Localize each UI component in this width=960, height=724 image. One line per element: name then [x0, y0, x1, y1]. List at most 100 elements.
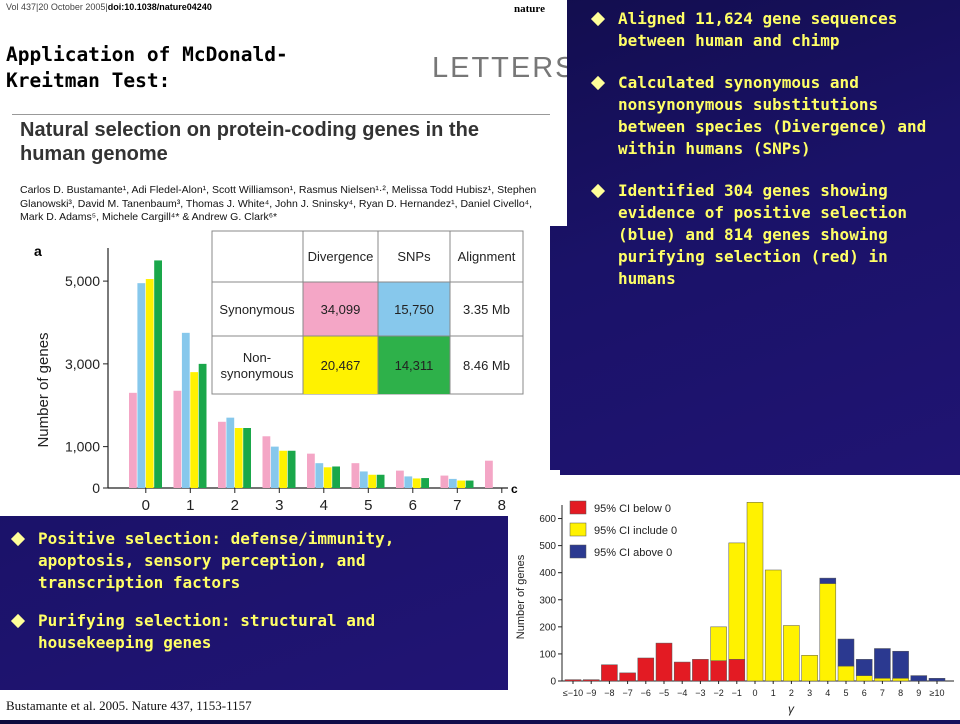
- x-tick-label: 8: [898, 688, 903, 698]
- stacked-bar-segment: [874, 648, 891, 679]
- diamond-bullet-icon: [590, 75, 605, 90]
- bar: [234, 428, 243, 488]
- figure-c-yticks: 0 100 200 300 400 500 600: [539, 514, 562, 688]
- stacked-bar-segment: [710, 626, 727, 661]
- bar: [226, 417, 235, 488]
- x-tick-label: 4: [320, 497, 328, 514]
- x-tick-label: −9: [586, 688, 596, 698]
- bar: [315, 463, 324, 488]
- figure-c-xlabel: γ: [788, 702, 795, 716]
- stacked-bar-segment: [892, 678, 909, 682]
- y-tick-label: 5,000: [65, 273, 100, 289]
- figure-a-ylabel: Number of genes: [35, 332, 52, 447]
- bar: [218, 421, 226, 488]
- table-cell: 14,311: [395, 358, 434, 373]
- stacked-bar-segment: [910, 675, 928, 682]
- figure-c-xticks: ≤−10 −9 −8 −7 −6 −5 −4 −3 −2 −1 0 1 2 3 4 5 6 7 8 9 ≥10: [563, 681, 945, 698]
- stacked-bar-segment: [673, 661, 691, 682]
- stacked-bar-segment: [582, 679, 600, 682]
- bar: [198, 363, 207, 488]
- stacked-bar-segment: [837, 638, 855, 667]
- citation: Bustamante et al. 2005. Nature 437, 1153…: [6, 698, 252, 713]
- table-cell-fill: [378, 282, 450, 336]
- bar: [485, 460, 493, 488]
- bullet-text: Aligned 11,624 gene sequences between hu…: [618, 9, 898, 50]
- bullet-item: Positive selection: defense/immunity, ap…: [4, 528, 484, 594]
- citation-strip: [0, 690, 508, 720]
- x-tick-label: 7: [880, 688, 885, 698]
- bar: [440, 475, 449, 488]
- figure-c-ylabel: Number of genes: [515, 554, 527, 639]
- x-tick-label: −7: [622, 688, 632, 698]
- x-tick-label: −6: [641, 688, 651, 698]
- bar: [368, 474, 377, 488]
- x-tick-label: 1: [186, 497, 194, 514]
- journal-line: Vol 437|20 October 2005|doi:10.1038/natu…: [6, 2, 212, 12]
- stacked-bar-segment: [692, 659, 709, 682]
- x-tick-label: 5: [364, 497, 372, 514]
- paper-authors: Carlos D. Bustamante¹, Adi Fledel-Alon¹,…: [20, 184, 537, 223]
- paper-title: Natural selection on protein-coding gene…: [20, 119, 479, 165]
- nature-logo: nature: [514, 3, 545, 15]
- x-tick-label: −5: [659, 688, 669, 698]
- header-rule: [12, 114, 550, 115]
- y-tick-label: 3,000: [65, 356, 100, 372]
- stacked-bar-segment: [710, 660, 727, 682]
- legend-label: 95% CI below 0: [594, 503, 671, 515]
- bullet-text: Calculated synonymous and nonsynonymous …: [618, 73, 927, 158]
- stacked-bar-segment: [928, 678, 946, 682]
- bar: [243, 428, 251, 488]
- legend-swatch: [569, 522, 587, 537]
- x-tick-label: −1: [732, 688, 742, 698]
- x-tick-label: 8: [498, 497, 506, 514]
- x-tick-label: −2: [713, 688, 723, 698]
- figure-a-xticks: 0 1 2 3 4 5 6 7 8: [142, 488, 506, 514]
- bullet-text: Positive selection: defense/immunity, ap…: [38, 529, 395, 592]
- legend-swatch: [569, 500, 587, 515]
- x-tick-label: −8: [604, 688, 614, 698]
- right-bullet-list: Aligned 11,624 gene sequences between hu…: [584, 8, 946, 310]
- panel-label-c: c: [511, 482, 518, 496]
- x-tick-label: ≤−10: [563, 688, 583, 698]
- y-tick-label: 0: [92, 480, 100, 496]
- x-tick-label: 4: [825, 688, 830, 698]
- figure-c-chart: c Number of genes γ 0100200300400500600 …: [511, 482, 954, 716]
- legend-label: 95% CI above 0: [594, 547, 672, 559]
- table-cell-fill: [303, 336, 378, 394]
- bullet-item: Purifying selection: structural and hous…: [4, 610, 484, 654]
- bar: [412, 478, 421, 488]
- y-tick-label: 500: [539, 541, 556, 552]
- x-tick-label: 0: [752, 688, 757, 698]
- bar: [307, 453, 315, 488]
- x-tick-label: −3: [695, 688, 705, 698]
- stacked-bar-segment: [819, 577, 837, 584]
- bar: [332, 466, 340, 488]
- y-tick-label: 0: [550, 677, 556, 688]
- stacked-bar-segment: [746, 502, 764, 682]
- x-tick-label: 2: [231, 497, 239, 514]
- bar: [404, 476, 413, 488]
- bullet-item: Calculated synonymous and nonsynonymous …: [584, 72, 946, 160]
- table-row-label: Non-synonymous: [221, 350, 294, 381]
- bullet-text: Purifying selection: structural and hous…: [38, 611, 376, 652]
- stacked-bar-segment: [837, 665, 855, 682]
- figure-a-table: Divergence SNPs Alignment Synonymous 34,099 1…: [211, 230, 524, 395]
- table-header: Alignment: [458, 249, 516, 264]
- stacked-bar-segment: [637, 657, 655, 682]
- bar: [145, 279, 154, 488]
- stacked-bar-segment: [619, 672, 636, 682]
- figure-a-bars: [129, 260, 493, 488]
- x-tick-label: 3: [807, 688, 812, 698]
- bullet-text: Identified 304 genes showing evidence of…: [618, 181, 907, 288]
- bar: [279, 450, 288, 488]
- diamond-bullet-icon: [10, 531, 25, 546]
- figure-c-bars: [564, 502, 946, 682]
- left-bullet-list: Positive selection: defense/immunity, ap…: [4, 528, 484, 670]
- x-tick-label: ≥10: [930, 688, 945, 698]
- stacked-bar-segment: [892, 650, 909, 679]
- bar: [457, 480, 466, 488]
- slide-title: Application of McDonald-Kreitman Test:: [6, 43, 288, 92]
- diamond-bullet-icon: [590, 11, 605, 26]
